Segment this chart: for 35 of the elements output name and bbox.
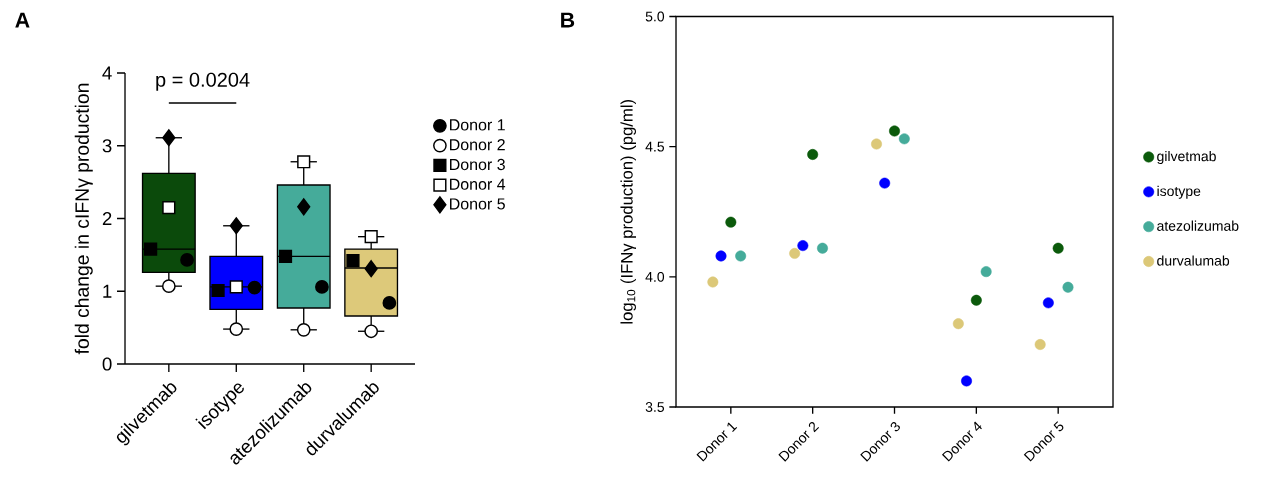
point (364, 324, 379, 339)
legend-label: Donor 1 (450, 119, 505, 131)
point (229, 217, 243, 235)
legend-label: isotype (1157, 185, 1201, 199)
legend-label: Donor 2 (450, 139, 505, 151)
y-tick-label: 5.0 (645, 11, 665, 22)
point (296, 322, 311, 337)
legend-label: durvalumab (1157, 255, 1230, 266)
y-tick-label: 4 (102, 66, 112, 80)
legend-label: atezolizumab (1157, 220, 1239, 231)
point (364, 230, 378, 244)
chart-title: B (561, 12, 575, 28)
annotation: p = 0.0204 (156, 72, 250, 91)
legend-label: Donor 5 (450, 198, 505, 210)
point (297, 155, 311, 169)
y-tick-label: 4.0 (645, 271, 665, 282)
y-tick-label: 1 (103, 284, 112, 298)
legend-label: gilvetmab (1157, 150, 1216, 165)
y-tick-label: 4.5 (645, 141, 665, 152)
legend-label: Donor 3 (450, 158, 505, 171)
y-tick-label: 3 (102, 139, 112, 153)
point (161, 279, 176, 294)
y-axis-title: fold change in cIFNγ production (74, 83, 93, 355)
y-tick-label: 2 (102, 211, 112, 226)
point (162, 129, 176, 147)
legend-label: Donor 4 (450, 178, 506, 190)
point (297, 198, 311, 216)
point (229, 322, 244, 336)
y-tick-label: 3.5 (645, 402, 665, 412)
point (364, 260, 378, 278)
y-tick-label: 0 (102, 357, 112, 371)
chart-title: A (15, 12, 30, 28)
y-axis-title: log$_{10}$ (IFNγ production) (pg/ml) (620, 99, 636, 324)
point (162, 200, 176, 215)
point (229, 280, 243, 294)
